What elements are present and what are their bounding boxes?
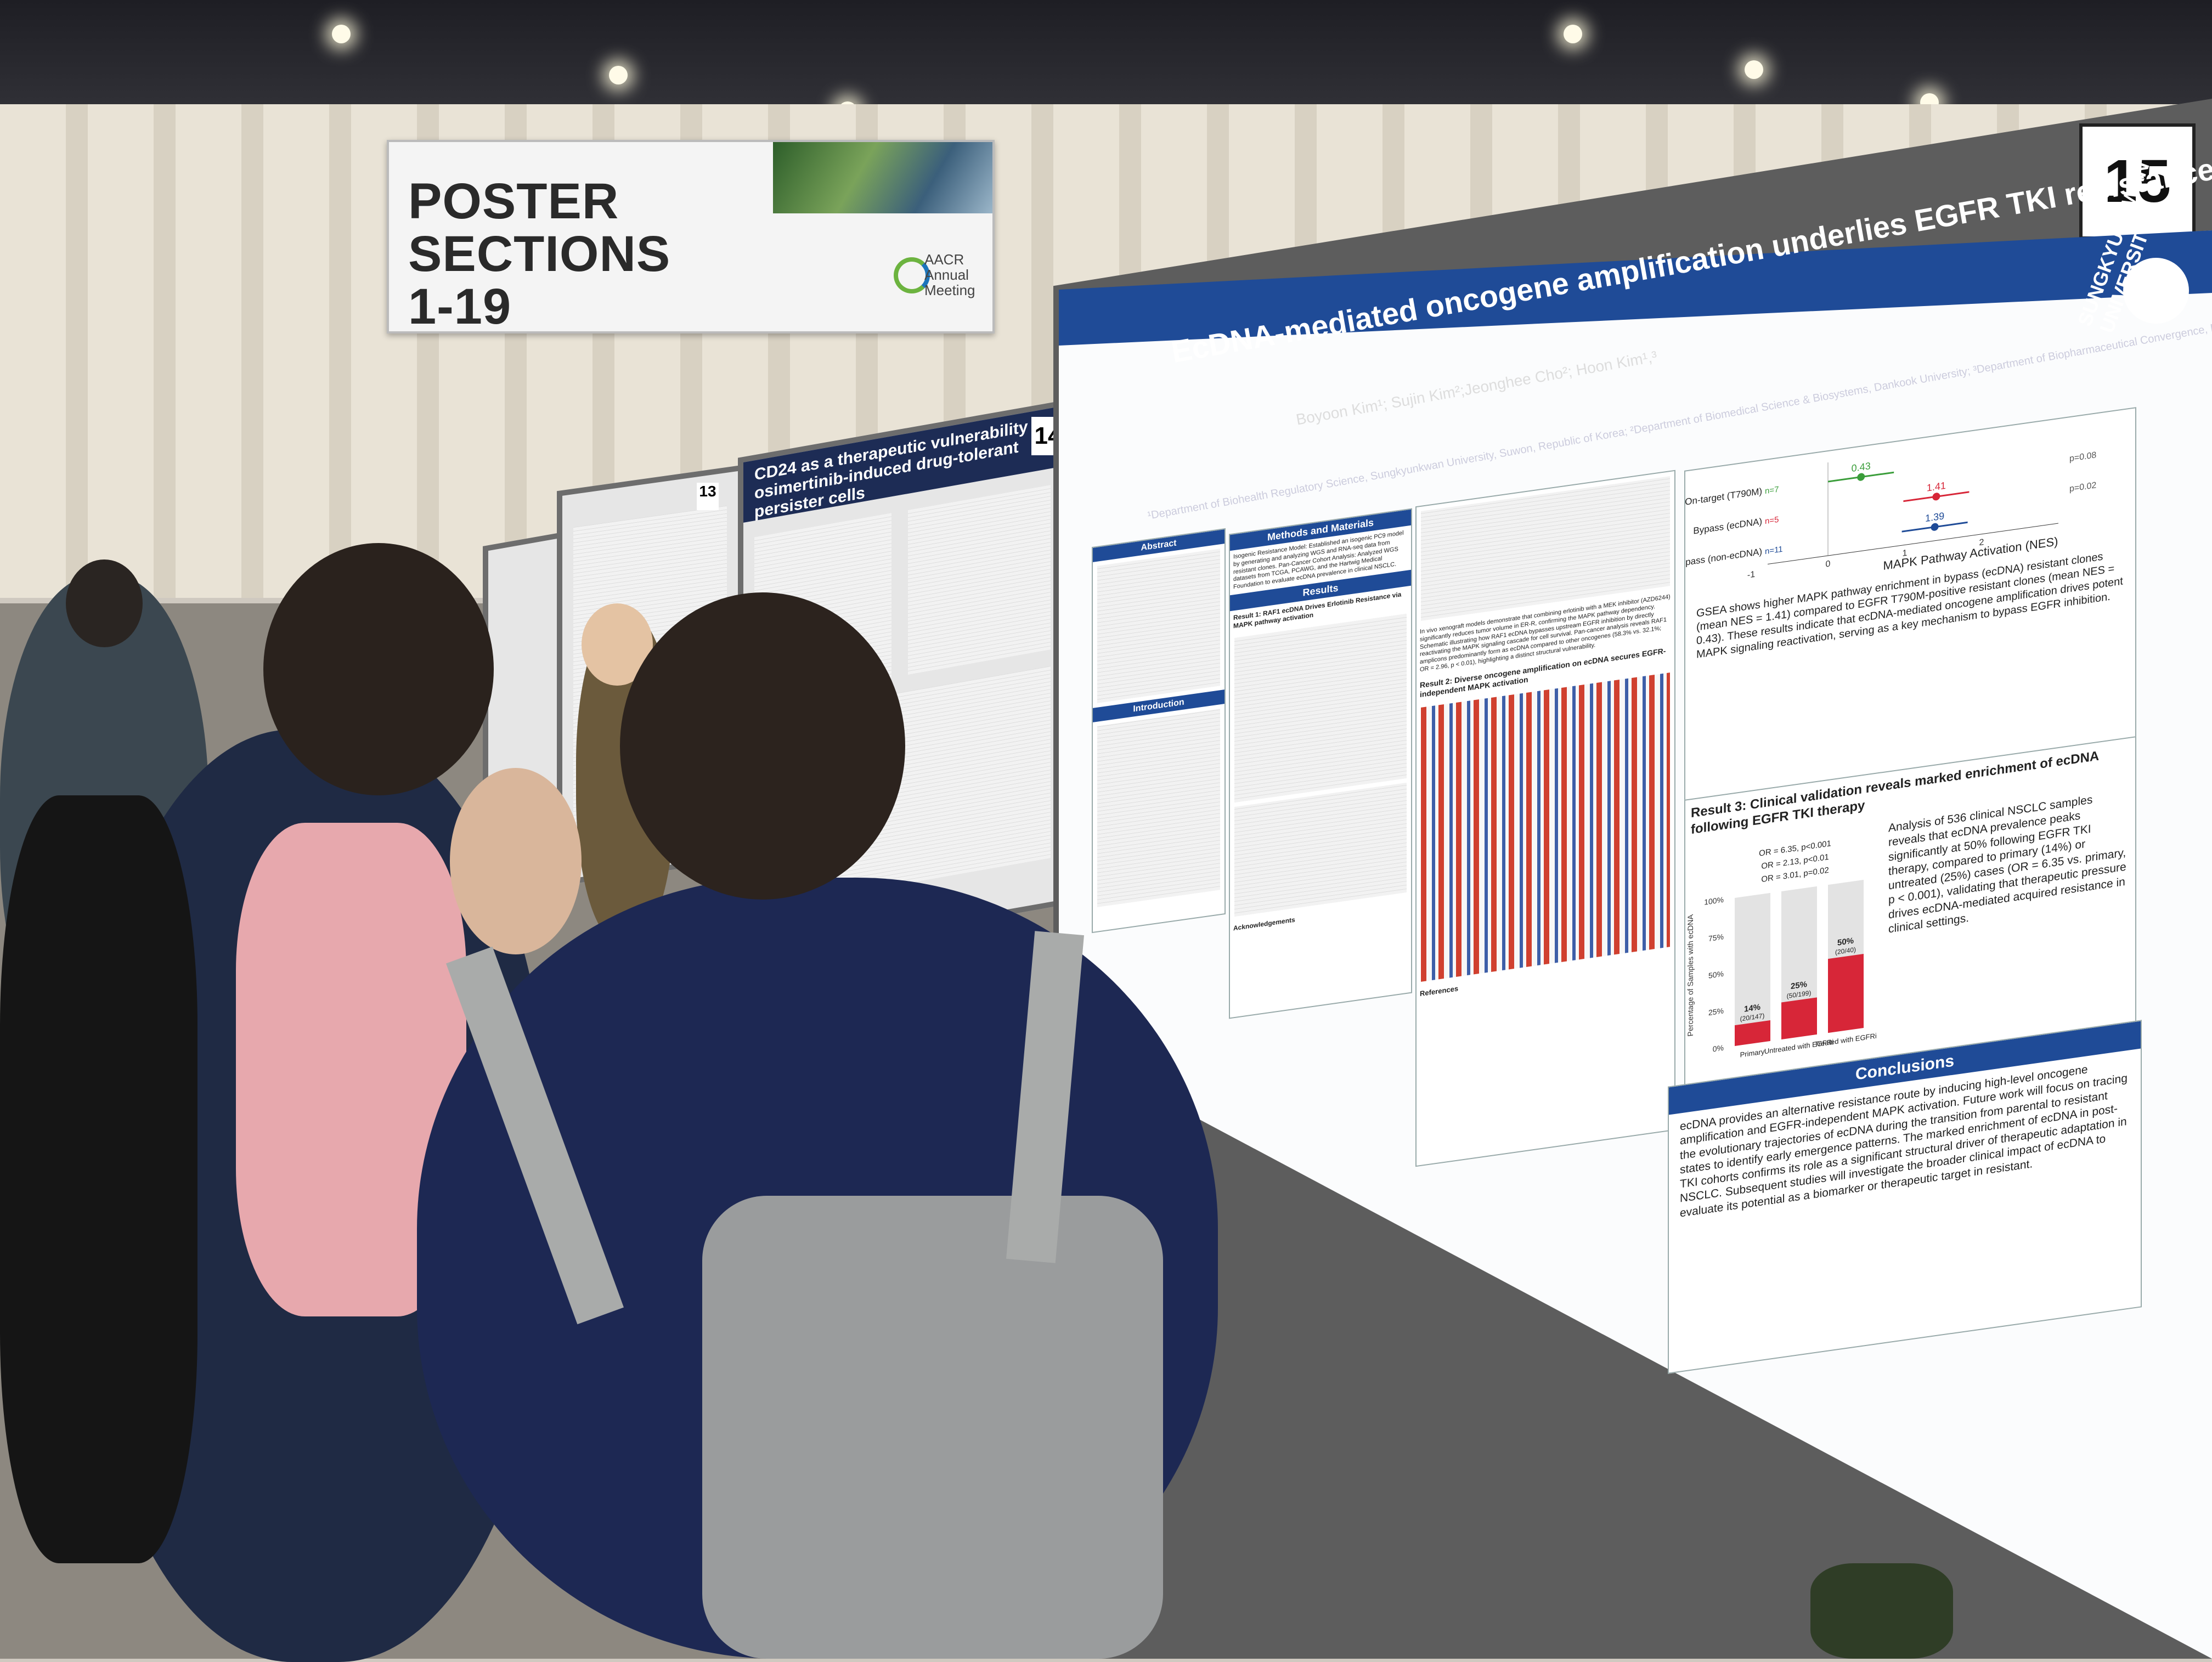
aacr-logo-text: AACR Annual Meeting	[924, 251, 975, 298]
result3-bar	[1735, 1020, 1770, 1046]
ceiling-light	[609, 66, 628, 84]
gsea-panel: On-target (T790M) n=7 0.43 Bypass (ecDNA) n=…	[1684, 407, 2136, 813]
abstract-column: Abstract Introduction	[1092, 528, 1226, 934]
gsea-pval-2: p=0.02	[2069, 480, 2096, 494]
result3-y-label: Percentage of Samples with ecDNA	[1686, 914, 1695, 1037]
gsea-row-label: On-target (T790M)	[1685, 486, 1762, 507]
green-bag	[1810, 1563, 1953, 1659]
aacr-logo-mark-icon	[894, 257, 930, 293]
result2-column: In vivo xenograft models demonstrate tha…	[1415, 470, 1675, 1167]
gsea-x-tick: 2	[1979, 537, 1984, 547]
attendee-foreground-head	[620, 592, 905, 900]
sign-title-line2: 1-19	[408, 279, 512, 335]
main-poster: EcDNA-mediated oncogene amplification un…	[1059, 125, 2212, 1659]
result3-bar-value: 50%	[1837, 936, 1854, 948]
introduction-text-block	[1097, 709, 1220, 907]
result3-category-label: Treated with EGFRi	[1814, 1032, 1877, 1049]
gsea-row-label: Bypass (non-ecDNA)	[1685, 546, 1762, 569]
sign-title-line1: POSTER SECTIONS	[408, 173, 671, 282]
result1-figure	[1234, 613, 1407, 802]
gsea-mean-point	[1932, 493, 1940, 501]
aacr-logo: AACR Annual Meeting	[894, 252, 976, 318]
gsea-x-tick: 0	[1826, 559, 1831, 569]
skku-emblem-icon	[2123, 258, 2189, 324]
result3-bar-value: 25%	[1791, 980, 1807, 991]
black-backpack	[0, 795, 198, 1563]
result3-bar-value: 14%	[1744, 1003, 1760, 1014]
result3-y-tick: 75%	[1708, 932, 1724, 943]
grey-backpack	[702, 1196, 1163, 1659]
oncoprint-heatmap	[1421, 672, 1670, 982]
sign-title: POSTER SECTIONS 1-19	[408, 175, 847, 333]
result3-bar-count: (20/147)	[1740, 1012, 1765, 1023]
gsea-mean-label: 1.39	[1925, 510, 1944, 524]
result3-bar-count: (50/199)	[1787, 989, 1812, 1000]
result3-category-label: Primary	[1740, 1047, 1765, 1059]
result3-bar-count: (20/40)	[1835, 946, 1856, 956]
gsea-row-count: n=7	[1765, 485, 1779, 496]
attendee-woman-face	[450, 768, 582, 954]
board-14-figure	[908, 485, 1051, 675]
gsea-pval-1: p=0.08	[2069, 450, 2096, 463]
ceiling-light	[1745, 60, 1763, 79]
gsea-x-tick: 1	[1903, 548, 1908, 558]
gsea-mean-point	[1857, 473, 1865, 481]
ceiling-light	[1564, 25, 1582, 43]
gsea-row-count: n=5	[1765, 515, 1779, 526]
methods-column: Methods and Materials Isogenic Resistanc…	[1229, 508, 1412, 1019]
result3-y-tick: 25%	[1708, 1006, 1724, 1017]
gsea-row-label: Bypass (ecDNA)	[1693, 516, 1762, 536]
result3-bar	[1828, 953, 1864, 1033]
ceiling-light	[332, 25, 351, 43]
gsea-x-tick: -1	[1747, 569, 1755, 580]
poster-sections-sign: POSTER SECTIONS 1-19 AACR Annual Meeting	[387, 140, 995, 333]
result3-y-tick: 100%	[1704, 895, 1724, 907]
gsea-mean-label: 0.43	[1852, 460, 1871, 474]
result3-y-tick: 0%	[1713, 1043, 1724, 1054]
sign-banner-image	[773, 142, 992, 213]
gsea-mean-label: 1.41	[1927, 480, 1946, 494]
result3-bar-background	[1735, 892, 1770, 1046]
gsea-mean-point	[1931, 523, 1939, 531]
result1-figure-lower	[1234, 782, 1407, 917]
result3-panel: Result 3: Clinical validation reveals ma…	[1684, 736, 2136, 1186]
abstract-schematic	[1097, 549, 1220, 703]
board-13-number: 13	[697, 483, 719, 510]
gsea-row-count: n=11	[1765, 545, 1783, 557]
result3-bar-chart: Percentage of Samples with ecDNA OR = 6.…	[1686, 839, 1877, 1059]
result3-y-tick: 50%	[1708, 969, 1724, 980]
skku-seal-logo: SUNGKYUNKWAN UNIVERSITY 1398	[2073, 159, 2211, 351]
attendee-man-head	[263, 543, 494, 795]
result3-bar	[1781, 997, 1817, 1040]
attendee-head	[66, 559, 143, 647]
gsea-x-axis	[1768, 523, 2058, 565]
